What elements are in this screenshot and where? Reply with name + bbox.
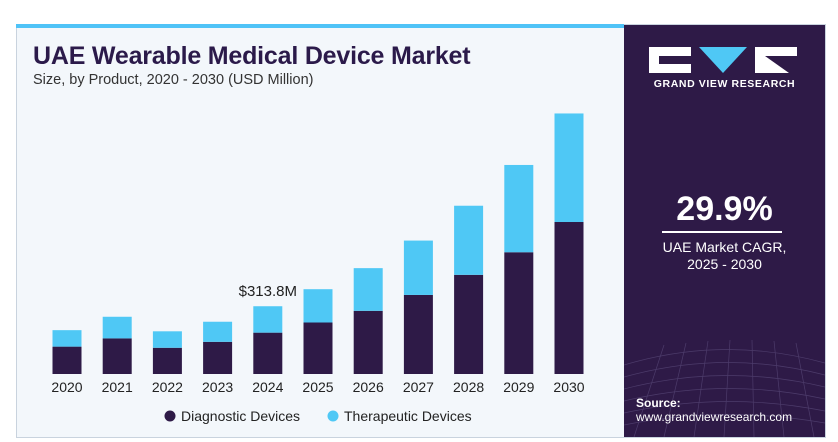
x-tick-2028: 2028 xyxy=(453,379,484,395)
cagr-label-line2: 2025 - 2030 xyxy=(687,256,762,272)
bars-group xyxy=(52,113,584,374)
bar-diagnostic-2024 xyxy=(253,332,283,374)
bar-therapeutic-2028 xyxy=(454,205,484,275)
x-tick-2027: 2027 xyxy=(403,379,434,395)
decorative-grid xyxy=(624,339,825,437)
chart-title: UAE Wearable Medical Device Market xyxy=(33,42,471,70)
bar-therapeutic-2023 xyxy=(203,321,233,342)
sidebar-panel: GRAND VIEW RESEARCH 29.9% UAE Market CAG… xyxy=(624,25,825,437)
bar-diagnostic-2029 xyxy=(504,252,534,374)
legend: Diagnostic Devices Therapeutic Devices xyxy=(164,408,472,424)
bar-therapeutic-2025 xyxy=(303,289,333,323)
bar-diagnostic-2023 xyxy=(203,341,233,374)
bar-therapeutic-2029 xyxy=(504,164,534,253)
chart-subtitle: Size, by Product, 2020 - 2030 (USD Milli… xyxy=(33,72,314,88)
bar-diagnostic-2027 xyxy=(403,294,433,374)
cagr-label: UAE Market CAGR, 2025 - 2030 xyxy=(624,239,825,273)
bar-therapeutic-2030 xyxy=(554,113,584,223)
bar-diagnostic-2020 xyxy=(52,346,82,374)
cagr-label-line1: UAE Market CAGR, xyxy=(662,239,787,255)
cagr-value: 29.9% xyxy=(676,190,773,228)
bar-diagnostic-2026 xyxy=(353,310,383,374)
bar-diagnostic-2022 xyxy=(152,347,182,374)
x-tick-2021: 2021 xyxy=(102,379,133,395)
cagr-divider xyxy=(662,231,782,233)
bar-therapeutic-2027 xyxy=(403,240,433,295)
bar-diagnostic-2025 xyxy=(303,322,333,374)
x-tick-2023: 2023 xyxy=(202,379,233,395)
bar-diagnostic-2021 xyxy=(102,338,132,374)
accent-bar xyxy=(16,24,624,28)
x-tick-2026: 2026 xyxy=(353,379,384,395)
data-label-2024: $313.8M xyxy=(239,283,297,300)
legend-marker-therapeutic xyxy=(327,410,339,422)
bar-diagnostic-2030 xyxy=(554,222,584,374)
x-tick-labels: 2020 2021 2022 2023 2024 2025 2026 2027 2028 2029… xyxy=(51,379,584,395)
x-tick-2020: 2020 xyxy=(51,379,82,395)
x-tick-2022: 2022 xyxy=(152,379,183,395)
bar-therapeutic-2026 xyxy=(353,268,383,311)
grand-view-research-logo-icon xyxy=(649,47,799,107)
bar-therapeutic-2024 xyxy=(253,306,283,333)
legend-label-therapeutic: Therapeutic Devices xyxy=(344,408,472,424)
x-tick-2029: 2029 xyxy=(503,379,534,395)
legend-marker-diagnostic xyxy=(164,410,176,422)
legend-label-diagnostic: Diagnostic Devices xyxy=(181,408,300,424)
x-tick-2024: 2024 xyxy=(252,379,283,395)
x-tick-2025: 2025 xyxy=(302,379,333,395)
brand-name: GRAND VIEW RESEARCH xyxy=(653,78,796,90)
bar-therapeutic-2020 xyxy=(52,330,82,347)
bar-diagnostic-2028 xyxy=(454,274,484,374)
bar-therapeutic-2022 xyxy=(152,331,182,348)
bar-chart: 2020 2021 2022 2023 2024 2025 2026 2027 2028 2029… xyxy=(51,113,585,424)
x-tick-2030: 2030 xyxy=(553,379,584,395)
source-label: Source: xyxy=(636,396,681,410)
bar-therapeutic-2021 xyxy=(102,316,132,339)
source-url: www.grandviewresearch.com xyxy=(636,410,793,424)
